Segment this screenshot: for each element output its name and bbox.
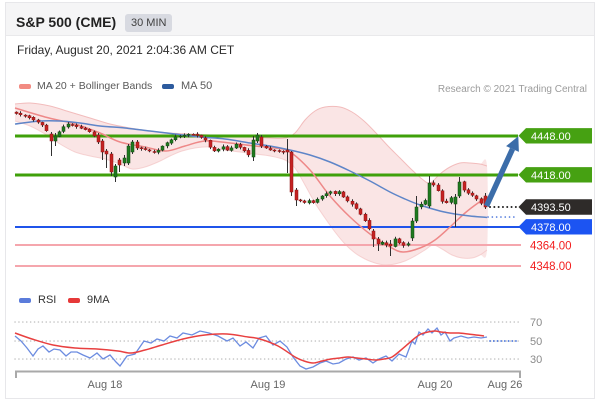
svg-text:4418.00: 4418.00 (531, 170, 571, 182)
svg-text:4364.00: 4364.00 (530, 240, 572, 252)
svg-text:4378.00: 4378.00 (531, 222, 571, 234)
svg-text:4393.50: 4393.50 (531, 202, 571, 214)
svg-text:4348.00: 4348.00 (530, 261, 572, 273)
svg-text:4448.00: 4448.00 (531, 131, 571, 143)
